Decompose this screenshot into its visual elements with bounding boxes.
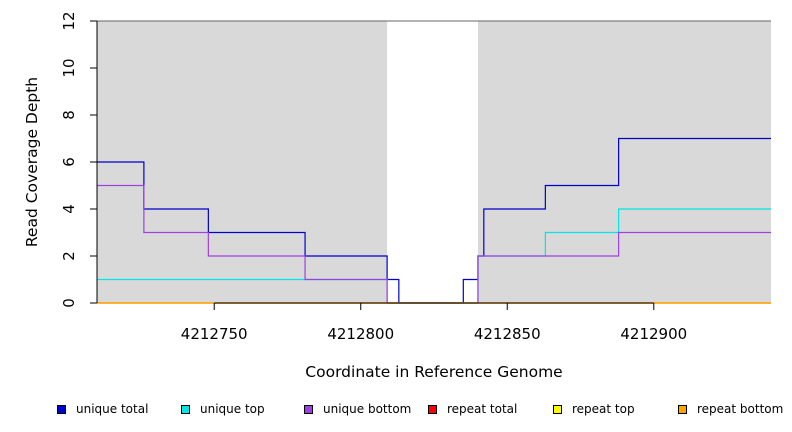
legend-swatch: [181, 404, 190, 414]
x-tick-label: 4212850: [474, 325, 541, 343]
x-tick-label: 4212750: [181, 325, 248, 343]
legend-item: repeat bottom: [678, 400, 783, 418]
y-tick-label: 4: [60, 204, 78, 214]
plot-background: [97, 21, 771, 303]
legend-swatch: [553, 404, 562, 414]
axes: 0 2 4 6 8 10 12 4212750 4212800 4212850 4212900: [60, 11, 771, 343]
legend-label: unique bottom: [323, 402, 412, 416]
legend-label: unique top: [200, 402, 265, 416]
shaded-region-right: [477, 21, 771, 303]
x-tick-label: 4212900: [620, 325, 687, 343]
legend-item: unique total: [57, 400, 148, 418]
x-axis-title: Coordinate in Reference Genome: [305, 363, 562, 381]
y-axis-title: Read Coverage Depth: [23, 77, 41, 247]
legend-item: repeat total: [428, 400, 517, 418]
legend-label: repeat total: [447, 402, 518, 416]
y-tick-label: 12: [60, 11, 78, 30]
x-tick-label: 4212800: [327, 325, 394, 343]
legend-swatch: [678, 404, 687, 414]
legend-label: repeat bottom: [697, 402, 784, 416]
legend-swatch: [57, 404, 66, 414]
y-tick-label: 10: [60, 58, 78, 77]
y-tick-label: 0: [60, 298, 78, 308]
coverage-chart: 0 2 4 6 8 10 12 4212750 4212800 4212850 4212900 Co…: [23, 11, 771, 381]
legend-item: unique top: [181, 400, 265, 418]
y-tick-label: 6: [60, 157, 78, 167]
series-line-unique-bottom: [97, 184, 771, 304]
legend-item: unique bottom: [304, 400, 411, 418]
legend: unique total unique top unique bottom repea…: [0, 400, 792, 420]
y-tick-label: 2: [60, 251, 78, 261]
legend-swatch: [428, 404, 437, 414]
y-tick-label: 8: [60, 110, 78, 120]
legend-item: repeat top: [553, 400, 635, 418]
legend-swatch: [304, 404, 313, 414]
legend-label: unique total: [76, 402, 149, 416]
legend-label: repeat top: [572, 402, 635, 416]
